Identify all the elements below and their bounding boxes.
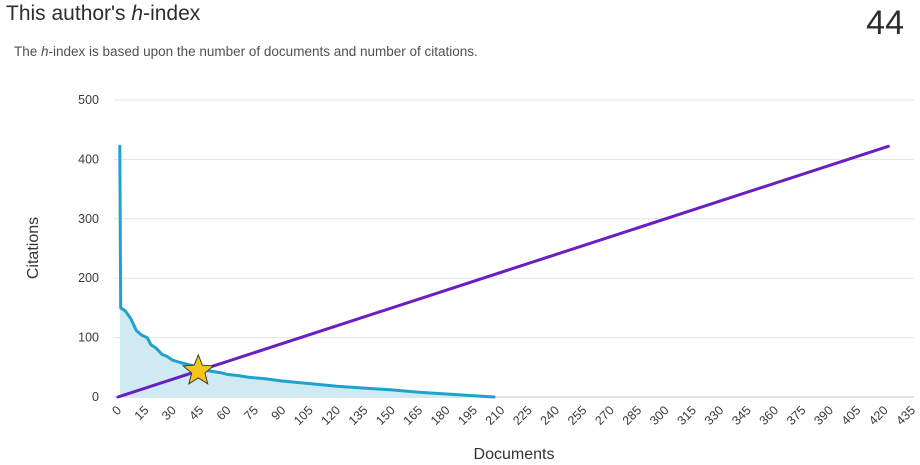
h-index-value: 44 [866, 4, 904, 42]
series-group [116, 144, 890, 399]
subtitle-suffix: -index is based upon the number of docum… [48, 44, 478, 59]
x-tick-label: 75 [241, 403, 261, 423]
citations-area-fill [119, 146, 495, 397]
subtitle-prefix: The [14, 44, 42, 59]
x-tick-label: 195 [455, 403, 480, 428]
x-tick-label: 30 [159, 403, 179, 423]
chart-title: This author's h-index [6, 2, 200, 26]
x-tick-label: 60 [214, 403, 234, 423]
x-tick-label: 150 [373, 403, 398, 428]
y-tick-label: 0 [92, 390, 99, 404]
y-tick-label: 200 [78, 271, 99, 285]
x-tick-label: 210 [483, 403, 508, 428]
x-axis-label: Documents [474, 446, 555, 463]
title-prefix: This author's [6, 2, 132, 25]
x-tick-label: 285 [620, 403, 645, 428]
subtitle-h-italic: h [41, 44, 49, 59]
x-tick-label: 435 [893, 403, 918, 428]
x-tick-label: 390 [811, 403, 836, 428]
documents-line-series [116, 144, 890, 399]
x-tick-label: 300 [647, 403, 672, 428]
x-tick-label: 270 [592, 403, 617, 428]
x-tick-label: 45 [187, 403, 207, 423]
x-tick-label: 405 [839, 403, 864, 428]
y-axis-ticks: 0 100 200 300 400 500 [78, 93, 99, 404]
x-tick-label: 240 [538, 403, 563, 428]
h-index-star-marker [181, 353, 215, 385]
x-tick-label: 90 [269, 403, 289, 423]
grid-lines [114, 99, 914, 398]
x-tick-label: 345 [729, 403, 754, 428]
x-tick-label: 0 [109, 403, 124, 418]
y-tick-label: 500 [78, 93, 99, 107]
x-tick-label: 15 [132, 403, 152, 423]
title-suffix: -index [143, 2, 201, 25]
x-tick-label: 330 [702, 403, 727, 428]
x-tick-label: 255 [565, 403, 590, 428]
x-tick-label: 225 [510, 403, 535, 428]
y-tick-label: 400 [78, 152, 99, 166]
x-tick-label: 120 [319, 403, 344, 428]
x-tick-label: 165 [401, 403, 426, 428]
chart-subtitle: The h-index is based upon the number of … [14, 44, 478, 59]
y-axis-label: Citations [25, 217, 42, 279]
x-tick-label: 420 [866, 403, 891, 428]
y-tick-label: 300 [78, 212, 99, 226]
x-tick-label: 135 [346, 403, 371, 428]
y-tick-label: 100 [78, 331, 99, 345]
x-tick-label: 315 [674, 403, 699, 428]
x-tick-label: 180 [428, 403, 453, 428]
x-axis-ticks: 0 15 30 45 60 75 90 105 120 135 150 165 180 195 210 225… [109, 403, 918, 428]
x-tick-label: 375 [784, 403, 809, 428]
x-tick-label: 360 [757, 403, 782, 428]
x-tick-label: 105 [291, 403, 316, 428]
citations-area-series [118, 144, 496, 399]
title-h-italic: h [131, 2, 144, 25]
